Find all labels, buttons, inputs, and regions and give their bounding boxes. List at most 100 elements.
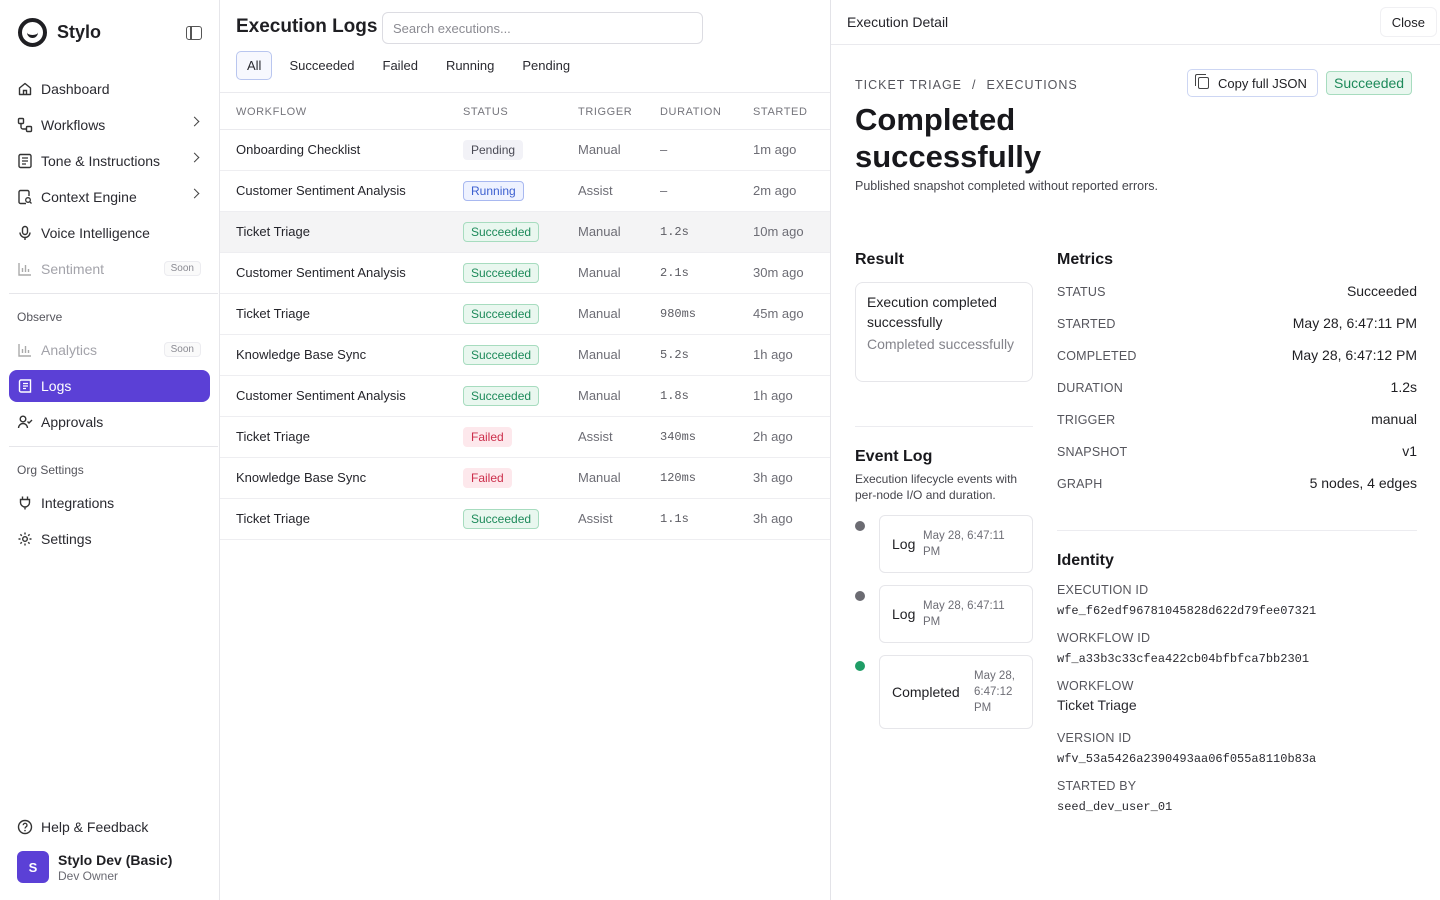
event-timestamp: May 28, 6:47:11 PM <box>923 530 1005 558</box>
detail-headline: Completed successfully <box>855 102 1042 174</box>
brand[interactable]: Stylo <box>18 18 101 47</box>
filter-all[interactable]: All <box>236 51 273 80</box>
sidebar-item-help-feedback[interactable]: Help & Feedback <box>9 811 210 843</box>
search-input[interactable] <box>382 12 703 44</box>
sidebar-item-context-engine[interactable]: Context Engine <box>9 181 210 213</box>
chevron-right-icon <box>189 116 200 127</box>
copy-json-button[interactable]: Copy full JSON <box>1187 69 1318 97</box>
user-profile[interactable]: S Stylo Dev (Basic) Dev Owner <box>17 851 172 883</box>
started-value: 10m ago <box>753 224 804 239</box>
filter-running[interactable]: Running <box>434 51 506 80</box>
execution-logs-panel: Execution Logs All Succeeded Failed Runn… <box>220 0 830 900</box>
started-value: 30m ago <box>753 265 804 280</box>
workflow-name: Customer Sentiment Analysis <box>236 183 406 198</box>
event-status-dot <box>855 521 865 531</box>
filter-pending[interactable]: Pending <box>511 51 582 80</box>
workflow-name: Customer Sentiment Analysis <box>236 265 406 280</box>
close-button[interactable]: Close <box>1379 7 1437 37</box>
sidebar-item-workflows[interactable]: Workflows <box>9 109 210 141</box>
sidebar-item-dashboard[interactable]: Dashboard <box>9 73 210 105</box>
started-value: 1h ago <box>753 347 793 362</box>
table-row[interactable]: Customer Sentiment Analysis Running Assist… <box>220 171 830 212</box>
table-row[interactable]: Knowledge Base Sync Failed Manual 120ms 3h a… <box>220 458 830 499</box>
sidebar-item-settings[interactable]: Settings <box>9 523 210 555</box>
detail-header: Execution Detail Close <box>831 0 1440 45</box>
event-card[interactable]: Completed May 28, 6:47:12 PM <box>879 655 1033 729</box>
filter-failed[interactable]: Failed <box>371 51 429 80</box>
metric-value: 5 nodes, 4 edges <box>1309 475 1417 491</box>
sidebar-item-approvals[interactable]: Approvals <box>9 406 210 438</box>
duration-value: 980ms <box>660 307 697 321</box>
identity-value[interactable]: wf_a33b3c33cfea422cb04bfbfca7bb2301 <box>1057 652 1310 666</box>
column-header-trigger[interactable]: TRIGGER <box>578 106 633 118</box>
identity-value[interactable]: wfe_f62edf96781045828d622d79fee07321 <box>1057 604 1317 618</box>
chevron-right-icon <box>189 188 200 199</box>
status-badge: Succeeded <box>463 222 540 242</box>
breadcrumb-executions[interactable]: EXECUTIONS <box>986 78 1078 92</box>
brand-name: Stylo <box>57 22 102 42</box>
sidebar-item-integrations[interactable]: Integrations <box>9 487 210 519</box>
event-timestamp: May 28, 6:47:12 PM <box>974 670 1015 714</box>
execution-detail-panel: Execution Detail Close TICKET TRIAGE / EXE… <box>830 0 1440 900</box>
duration-value: 2.1s <box>660 266 689 280</box>
table-row[interactable]: Onboarding Checklist Pending Manual – 1m ago <box>220 130 830 171</box>
result-sub-text: Completed successfully <box>867 336 1015 352</box>
help-circle-icon <box>17 819 33 835</box>
metric-row: STATUS Succeeded <box>1057 283 1417 303</box>
soon-badge: Soon <box>163 342 201 357</box>
event-label: Log <box>892 606 916 622</box>
trigger-value: Assist <box>578 429 613 444</box>
event-card[interactable]: Log May 28, 6:47:11 PM <box>879 585 1033 643</box>
sidebar-item-voice-intelligence[interactable]: Voice Intelligence <box>9 217 210 249</box>
section-label-org-settings: Org Settings <box>17 463 84 477</box>
identity-value[interactable]: wfv_53a5426a2390493aa06f055a8110b83a <box>1057 752 1317 766</box>
status-badge: Failed <box>463 468 512 488</box>
identity-key: WORKFLOW <box>1057 679 1134 693</box>
table-row[interactable]: Customer Sentiment Analysis Succeeded Manu… <box>220 253 830 294</box>
breadcrumb-workflow[interactable]: TICKET TRIAGE <box>855 78 963 92</box>
event-status-dot <box>855 661 865 671</box>
sidebar-item-logs[interactable]: Logs <box>9 370 210 402</box>
sidebar-item-label: Approvals <box>41 414 104 430</box>
metric-key: DURATION <box>1057 381 1123 395</box>
sidebar-toggle-icon[interactable] <box>186 26 202 40</box>
identity-key: EXECUTION ID <box>1057 583 1149 597</box>
sidebar-item-tone-instructions[interactable]: Tone & Instructions <box>9 145 210 177</box>
home-icon <box>17 81 33 97</box>
column-header-status[interactable]: STATUS <box>463 106 509 118</box>
event-card[interactable]: Log May 28, 6:47:11 PM <box>879 515 1033 573</box>
divider <box>9 446 218 447</box>
metric-row: GRAPH 5 nodes, 4 edges <box>1057 475 1417 495</box>
column-header-started[interactable]: STARTED <box>753 106 808 118</box>
trigger-value: Manual <box>578 142 621 157</box>
started-value: 3h ago <box>753 470 793 485</box>
status-badge: Succeeded <box>463 304 540 324</box>
table-row[interactable]: Customer Sentiment Analysis Succeeded Manu… <box>220 376 830 417</box>
column-header-duration[interactable]: DURATION <box>660 106 722 118</box>
identity-key: STARTED BY <box>1057 779 1137 793</box>
duration-value: – <box>660 183 668 198</box>
table-row[interactable]: Ticket Triage Succeeded Manual 980ms 45m ago <box>220 294 830 335</box>
metric-key: STARTED <box>1057 317 1116 331</box>
duration-value: 5.2s <box>660 348 689 362</box>
sidebar-item-label: Sentiment <box>41 261 105 277</box>
table-row[interactable]: Ticket Triage Succeeded Assist 1.1s 3h ago <box>220 499 830 540</box>
status-badge: Succeeded <box>463 509 540 529</box>
metric-row: TRIGGER manual <box>1057 411 1417 431</box>
table-row[interactable]: Knowledge Base Sync Succeeded Manual 5.2s 1h… <box>220 335 830 376</box>
event-status-dot <box>855 591 865 601</box>
table-row[interactable]: Ticket Triage Failed Assist 340ms 2h ago <box>220 417 830 458</box>
table-row[interactable]: Ticket Triage Succeeded Manual 1.2s 10m ago <box>220 212 830 253</box>
workflow-name: Ticket Triage <box>236 306 310 321</box>
sidebar-item-label: Analytics <box>41 342 98 358</box>
workflow-name: Knowledge Base Sync <box>236 347 367 362</box>
identity-value[interactable]: seed_dev_user_01 <box>1057 800 1173 814</box>
status-badge: Succeeded <box>463 345 540 365</box>
started-value: 1m ago <box>753 142 797 157</box>
page-title: Execution Logs <box>236 16 378 37</box>
sidebar-item-label: Integrations <box>41 495 115 511</box>
filter-succeeded[interactable]: Succeeded <box>278 51 366 80</box>
identity-value[interactable]: Ticket Triage <box>1057 697 1137 713</box>
user-name: Stylo Dev (Basic) <box>58 851 173 868</box>
column-header-workflow[interactable]: WORKFLOW <box>236 106 307 118</box>
